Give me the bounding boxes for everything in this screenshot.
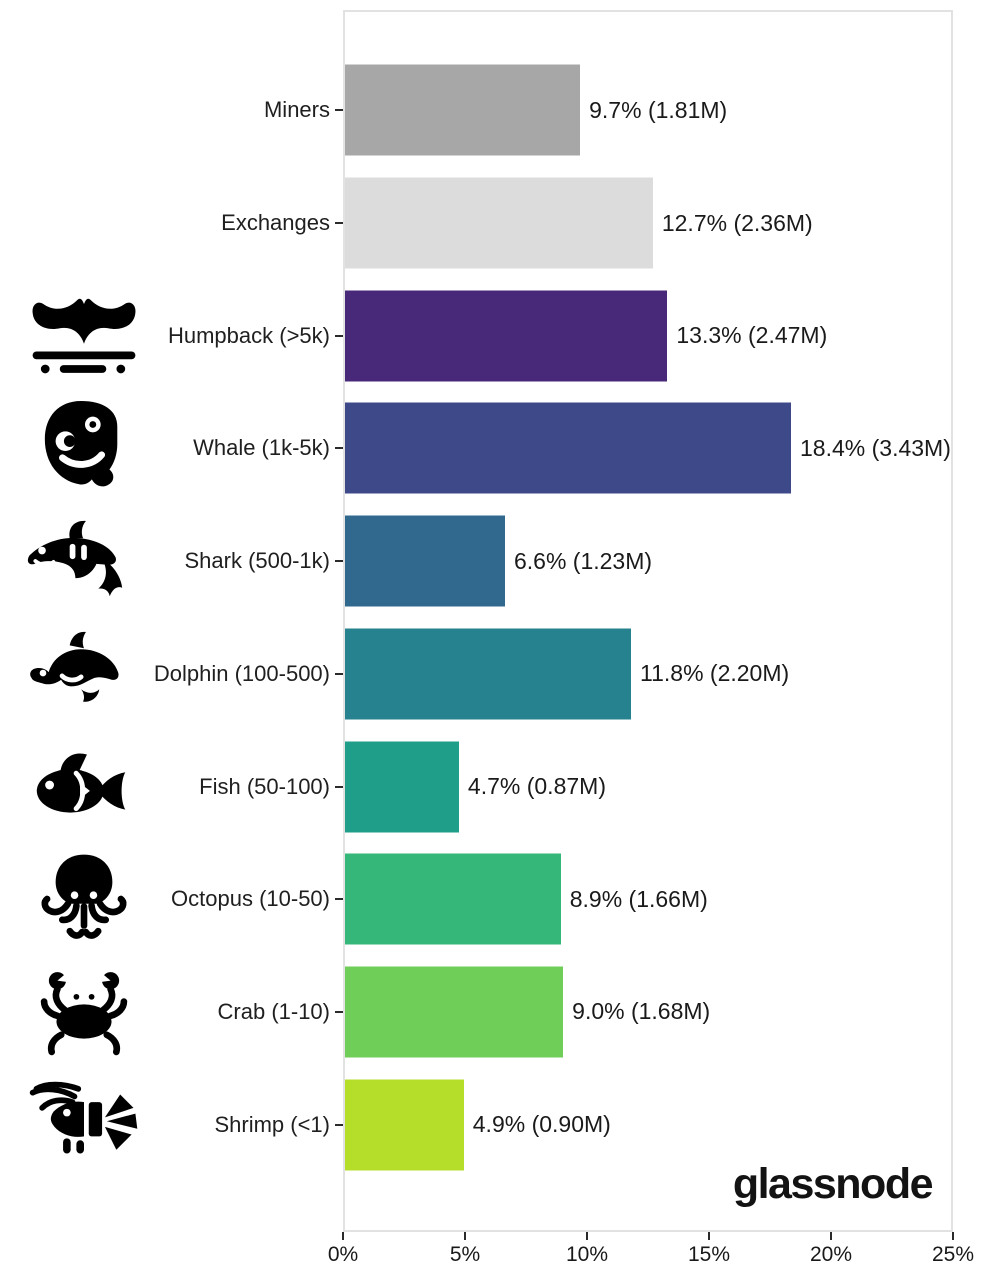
x-tick-mark (830, 1232, 832, 1240)
shrimp-icon (18, 1081, 150, 1169)
table-row: Crab (1-10) 9.0% (1.68M) (0, 956, 1000, 1069)
bar: 12.7% (2.36M) (345, 177, 813, 269)
bar-value-label: 4.9% (0.90M) (472, 1111, 611, 1138)
bar: 4.9% (0.90M) (345, 1079, 611, 1171)
table-row: Whale (1k-5k) 18.4% (3.43M) (0, 392, 1000, 505)
bar-value-label: 12.7% (2.36M) (661, 209, 813, 236)
bar: 4.7% (0.87M) (345, 741, 606, 833)
bar: 13.3% (2.47M) (345, 290, 827, 382)
table-row: Fish (50-100) 4.7% (0.87M) (0, 730, 1000, 843)
bar: 6.6% (1.23M) (345, 515, 652, 607)
bar-value-label: 18.4% (3.43M) (800, 434, 951, 461)
octopus-icon (18, 851, 150, 947)
y-tick-mark (335, 1123, 343, 1126)
y-tick-mark (335, 672, 343, 675)
bar: 11.8% (2.20M) (345, 628, 789, 720)
x-tick-label: 5% (449, 1243, 481, 1266)
x-tick-mark (708, 1232, 710, 1240)
bar-value-label: 9.0% (1.68M) (572, 998, 711, 1025)
table-row: Exchanges 12.7% (2.36M) (0, 167, 1000, 280)
y-tick-mark (335, 447, 343, 450)
bar: 8.9% (1.66M) (345, 853, 708, 945)
y-tick-mark (335, 1010, 343, 1013)
category-label: Whale (1k-5k) (193, 435, 330, 461)
y-tick-mark (335, 785, 343, 788)
table-row: Humpback (>5k) 13.3% (2.47M) (0, 279, 1000, 392)
x-axis: 0% 5% 10% 15% 20% 25% (328, 1232, 974, 1267)
whale-icon (18, 397, 150, 499)
y-tick-mark (335, 898, 343, 901)
x-tick-mark (952, 1232, 954, 1240)
x-tick-label: 20% (809, 1243, 853, 1266)
bar-value-label: 4.7% (0.87M) (467, 773, 606, 800)
bar-rows: Miners 9.7% (1.81M) Exchanges 12.7% (2.3… (0, 10, 1000, 1232)
bar-value-label: 6.6% (1.23M) (513, 547, 653, 574)
x-tick-mark (464, 1232, 466, 1240)
crab-icon (18, 968, 150, 1056)
category-label: Shrimp (<1) (214, 1111, 330, 1137)
category-label: Miners (263, 97, 330, 123)
y-tick-mark (335, 334, 343, 337)
bar: 9.7% (1.81M) (345, 64, 727, 156)
category-label: Shark (500-1k) (184, 548, 330, 574)
shark-icon (18, 517, 150, 605)
x-tick-mark (586, 1232, 588, 1240)
y-tick-mark (335, 560, 343, 563)
category-label: Crab (1-10) (217, 998, 330, 1024)
category-label: Octopus (10-50) (171, 886, 330, 912)
bar: 9.0% (1.68M) (345, 966, 710, 1058)
bar-value-label: 8.9% (1.66M) (569, 885, 708, 912)
fish-icon (18, 745, 150, 829)
x-tick-label: 10% (565, 1243, 609, 1266)
table-row: Dolphin (100-500) 11.8% (2.20M) (0, 618, 1000, 731)
humpback-tail-icon (18, 291, 150, 381)
x-tick-label: 0% (327, 1243, 359, 1266)
category-label: Humpback (>5k) (167, 322, 330, 348)
x-tick-label: 15% (687, 1243, 731, 1266)
category-label: Dolphin (100-500) (153, 660, 330, 686)
y-tick-mark (335, 109, 343, 112)
category-label: Fish (50-100) (199, 773, 330, 799)
bar-value-label: 9.7% (1.81M) (589, 96, 728, 123)
glassnode-logo: glassnode (732, 1160, 934, 1208)
table-row: Octopus (10-50) 8.9% (1.66M) (0, 843, 1000, 956)
dolphin-icon (18, 630, 150, 718)
table-row: Shrimp (<1) 4.9% (0.90M) (0, 1068, 1000, 1181)
bar-value-label: 11.8% (2.20M) (640, 660, 790, 687)
bar-value-label: 13.3% (2.47M) (676, 322, 828, 349)
x-tick-label: 25% (931, 1243, 975, 1266)
category-label: Exchanges (221, 210, 330, 236)
y-tick-mark (335, 222, 343, 225)
table-row: Miners 9.7% (1.81M) (0, 54, 1000, 167)
x-tick-mark (342, 1232, 344, 1240)
bar: 18.4% (3.43M) (345, 402, 951, 494)
table-row: Shark (500-1k) 6.6% (1.23M) (0, 505, 1000, 618)
